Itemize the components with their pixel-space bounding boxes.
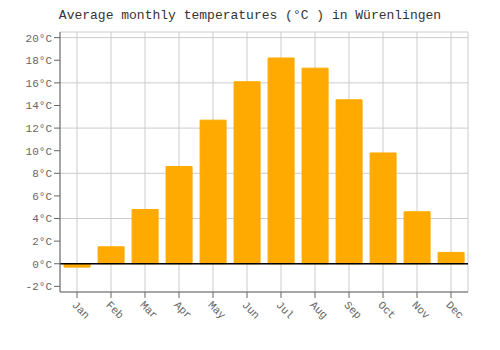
svg-text:0°C: 0°C — [32, 259, 52, 271]
svg-text:16°C: 16°C — [26, 78, 53, 90]
svg-text:Apr: Apr — [171, 299, 193, 321]
svg-text:6°C: 6°C — [32, 191, 52, 203]
svg-text:Jul: Jul — [273, 299, 295, 321]
svg-text:10°C: 10°C — [26, 146, 53, 158]
svg-text:-2°C: -2°C — [26, 281, 53, 293]
svg-text:Dec: Dec — [443, 299, 465, 321]
svg-text:14°C: 14°C — [26, 100, 53, 112]
svg-text:Nov: Nov — [409, 299, 432, 322]
svg-text:4°C: 4°C — [32, 213, 52, 225]
svg-text:18°C: 18°C — [26, 55, 53, 67]
html-text:Average monthly temperatures (: Average monthly temperatures (°C ) in Wü… — [58, 8, 442, 23]
svg-text:2°C: 2°C — [32, 236, 52, 248]
svg-text:Jan: Jan — [69, 299, 91, 321]
svg-text:12°C: 12°C — [26, 123, 53, 135]
svg-text:8°C: 8°C — [32, 168, 52, 180]
svg-text:Aug: Aug — [307, 299, 329, 321]
svg-text:May: May — [205, 299, 228, 322]
svg-text:Oct: Oct — [375, 299, 397, 321]
svg-text:Feb: Feb — [103, 299, 125, 321]
svg-text:20°C: 20°C — [26, 33, 53, 45]
svg-text:Mar: Mar — [137, 299, 159, 321]
svg-text:Jun: Jun — [239, 299, 261, 321]
svg-text:Sep: Sep — [341, 299, 363, 321]
